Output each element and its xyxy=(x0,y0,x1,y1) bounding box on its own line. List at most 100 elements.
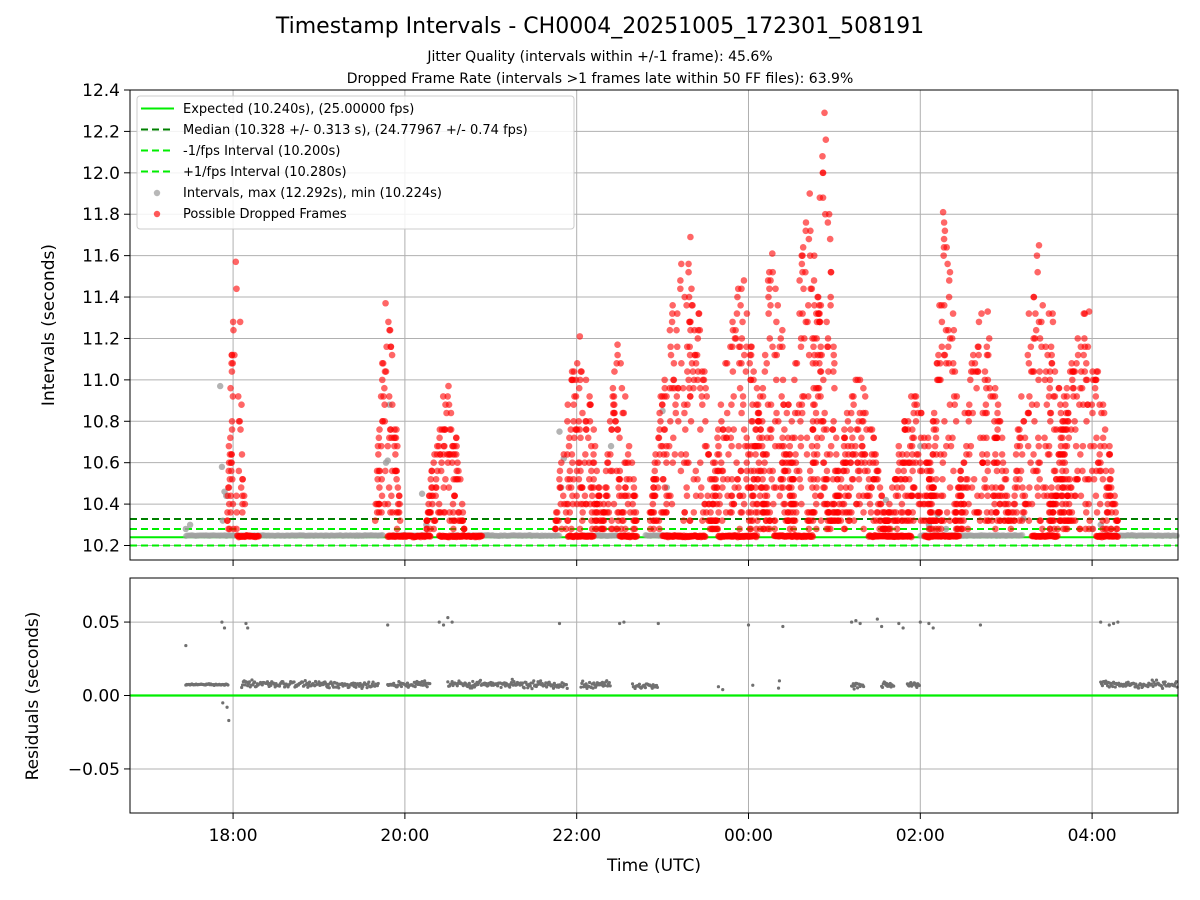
dropped-frame-point xyxy=(442,475,449,483)
residual-point xyxy=(603,683,607,688)
dropped-frame-point xyxy=(888,484,896,491)
dropped-frame-point xyxy=(893,525,901,533)
dropped-frame-point xyxy=(647,509,655,516)
dropped-frame-point xyxy=(931,442,939,450)
dropped-frame-point xyxy=(738,509,746,516)
dropped-frame-point xyxy=(1102,467,1110,475)
residual-point xyxy=(862,684,866,689)
dropped-frame-point xyxy=(556,467,564,475)
dropped-frame-point xyxy=(861,393,869,400)
dropped-frame-point xyxy=(1017,467,1025,475)
dropped-frame-point xyxy=(564,517,571,524)
residual-point xyxy=(530,687,534,691)
dropped-frame-point xyxy=(749,417,756,425)
dropped-frame-point xyxy=(556,475,563,483)
dropped-frame-point xyxy=(661,384,669,392)
dropped-frame-point xyxy=(798,409,806,417)
dropped-frame-point xyxy=(588,492,596,500)
dropped-frame-point xyxy=(1082,509,1090,516)
dropped-frame-point xyxy=(750,376,757,384)
dropped-frame-point xyxy=(667,351,675,359)
dropped-frame-point xyxy=(996,517,1004,524)
dropped-frame-point xyxy=(950,467,957,475)
dropped-frame-point xyxy=(449,500,457,508)
interval-point xyxy=(1019,532,1026,539)
dropped-frame-point xyxy=(572,393,580,400)
dropped-frame-point xyxy=(1092,393,1100,400)
dropped-frame-point xyxy=(1070,384,1077,392)
dropped-frame-point xyxy=(689,368,697,375)
dropped-frame-point xyxy=(769,268,777,276)
residual-point xyxy=(365,685,369,690)
dropped-frame-point xyxy=(632,509,640,516)
residual-point xyxy=(243,683,247,687)
dropped-frame-point xyxy=(590,451,597,458)
dropped-frame-point xyxy=(552,525,559,533)
interval-point xyxy=(942,525,950,533)
dropped-frame-point xyxy=(595,484,602,491)
dropped-frame-point xyxy=(1076,401,1083,409)
dropped-frame-point xyxy=(770,484,778,491)
dropped-frame-point xyxy=(984,308,992,315)
dropped-frame-point xyxy=(771,442,779,450)
dropped-frame-point xyxy=(1071,417,1078,425)
dropped-frame-point xyxy=(599,517,607,524)
dropped-frame-point xyxy=(716,492,723,500)
dropped-frame-point xyxy=(385,484,393,491)
residual-point xyxy=(850,684,855,688)
dropped-frame-point xyxy=(663,393,670,400)
dropped-frame-point xyxy=(812,500,820,508)
dropped-frame-point xyxy=(912,393,920,400)
dropped-frame-point xyxy=(863,426,870,433)
dropped-frame-point xyxy=(1039,484,1047,491)
dropped-frame-point xyxy=(225,484,232,491)
dropped-frame-point xyxy=(802,318,810,326)
dropped-frame-point xyxy=(1077,492,1085,500)
dropped-frame-point xyxy=(1032,326,1040,334)
dropped-frame-point xyxy=(906,442,914,450)
residual-point xyxy=(222,626,227,630)
dropped-frame-point xyxy=(692,492,700,500)
dropped-frame-point xyxy=(650,484,657,491)
dropped-frame-point xyxy=(1040,492,1048,500)
dropped-frame-point xyxy=(771,417,779,425)
dropped-frame-point xyxy=(850,517,858,524)
dropped-frame-point xyxy=(435,500,443,508)
dropped-frame-point xyxy=(860,384,867,392)
dropped-frame-point xyxy=(768,475,776,483)
dropped-frame-point xyxy=(797,484,805,491)
dropped-frame-point xyxy=(239,475,246,483)
dropped-frame-point xyxy=(1056,459,1063,466)
residual-point xyxy=(184,643,188,648)
dropped-frame-point xyxy=(792,500,800,508)
dropped-frame-point xyxy=(1056,517,1064,524)
dropped-frame-point xyxy=(925,517,933,524)
dropped-frame-point xyxy=(878,492,886,500)
dropped-frame-point xyxy=(830,417,837,425)
residual-point xyxy=(781,624,785,629)
residual-point xyxy=(455,684,459,688)
dropped-frame-point xyxy=(953,393,961,400)
dropped-frame-point xyxy=(1049,318,1057,326)
intervals-y-tick-label: 11.4 xyxy=(82,288,120,308)
dropped-frame-point xyxy=(579,509,586,516)
dropped-frame-point xyxy=(746,351,754,359)
residual-point xyxy=(260,683,264,687)
dropped-frame-point xyxy=(565,442,573,450)
dropped-frame-point xyxy=(916,459,924,466)
dropped-frame-point xyxy=(816,318,823,326)
dropped-frame-point xyxy=(381,368,389,375)
residual-point xyxy=(313,679,318,684)
dropped-frame-point xyxy=(810,475,817,483)
residual-point xyxy=(721,688,725,692)
dropped-frame-point xyxy=(1086,517,1093,524)
dropped-frame-point xyxy=(743,343,750,351)
dropped-frame-point xyxy=(791,434,798,442)
residual-point xyxy=(915,685,919,689)
dropped-frame-point xyxy=(974,492,981,500)
dropped-frame-point xyxy=(938,343,946,351)
dropped-frame-point xyxy=(773,409,780,417)
dropped-frame-point xyxy=(811,351,818,359)
dropped-frame-point xyxy=(940,252,947,259)
dropped-frame-point xyxy=(752,426,759,433)
